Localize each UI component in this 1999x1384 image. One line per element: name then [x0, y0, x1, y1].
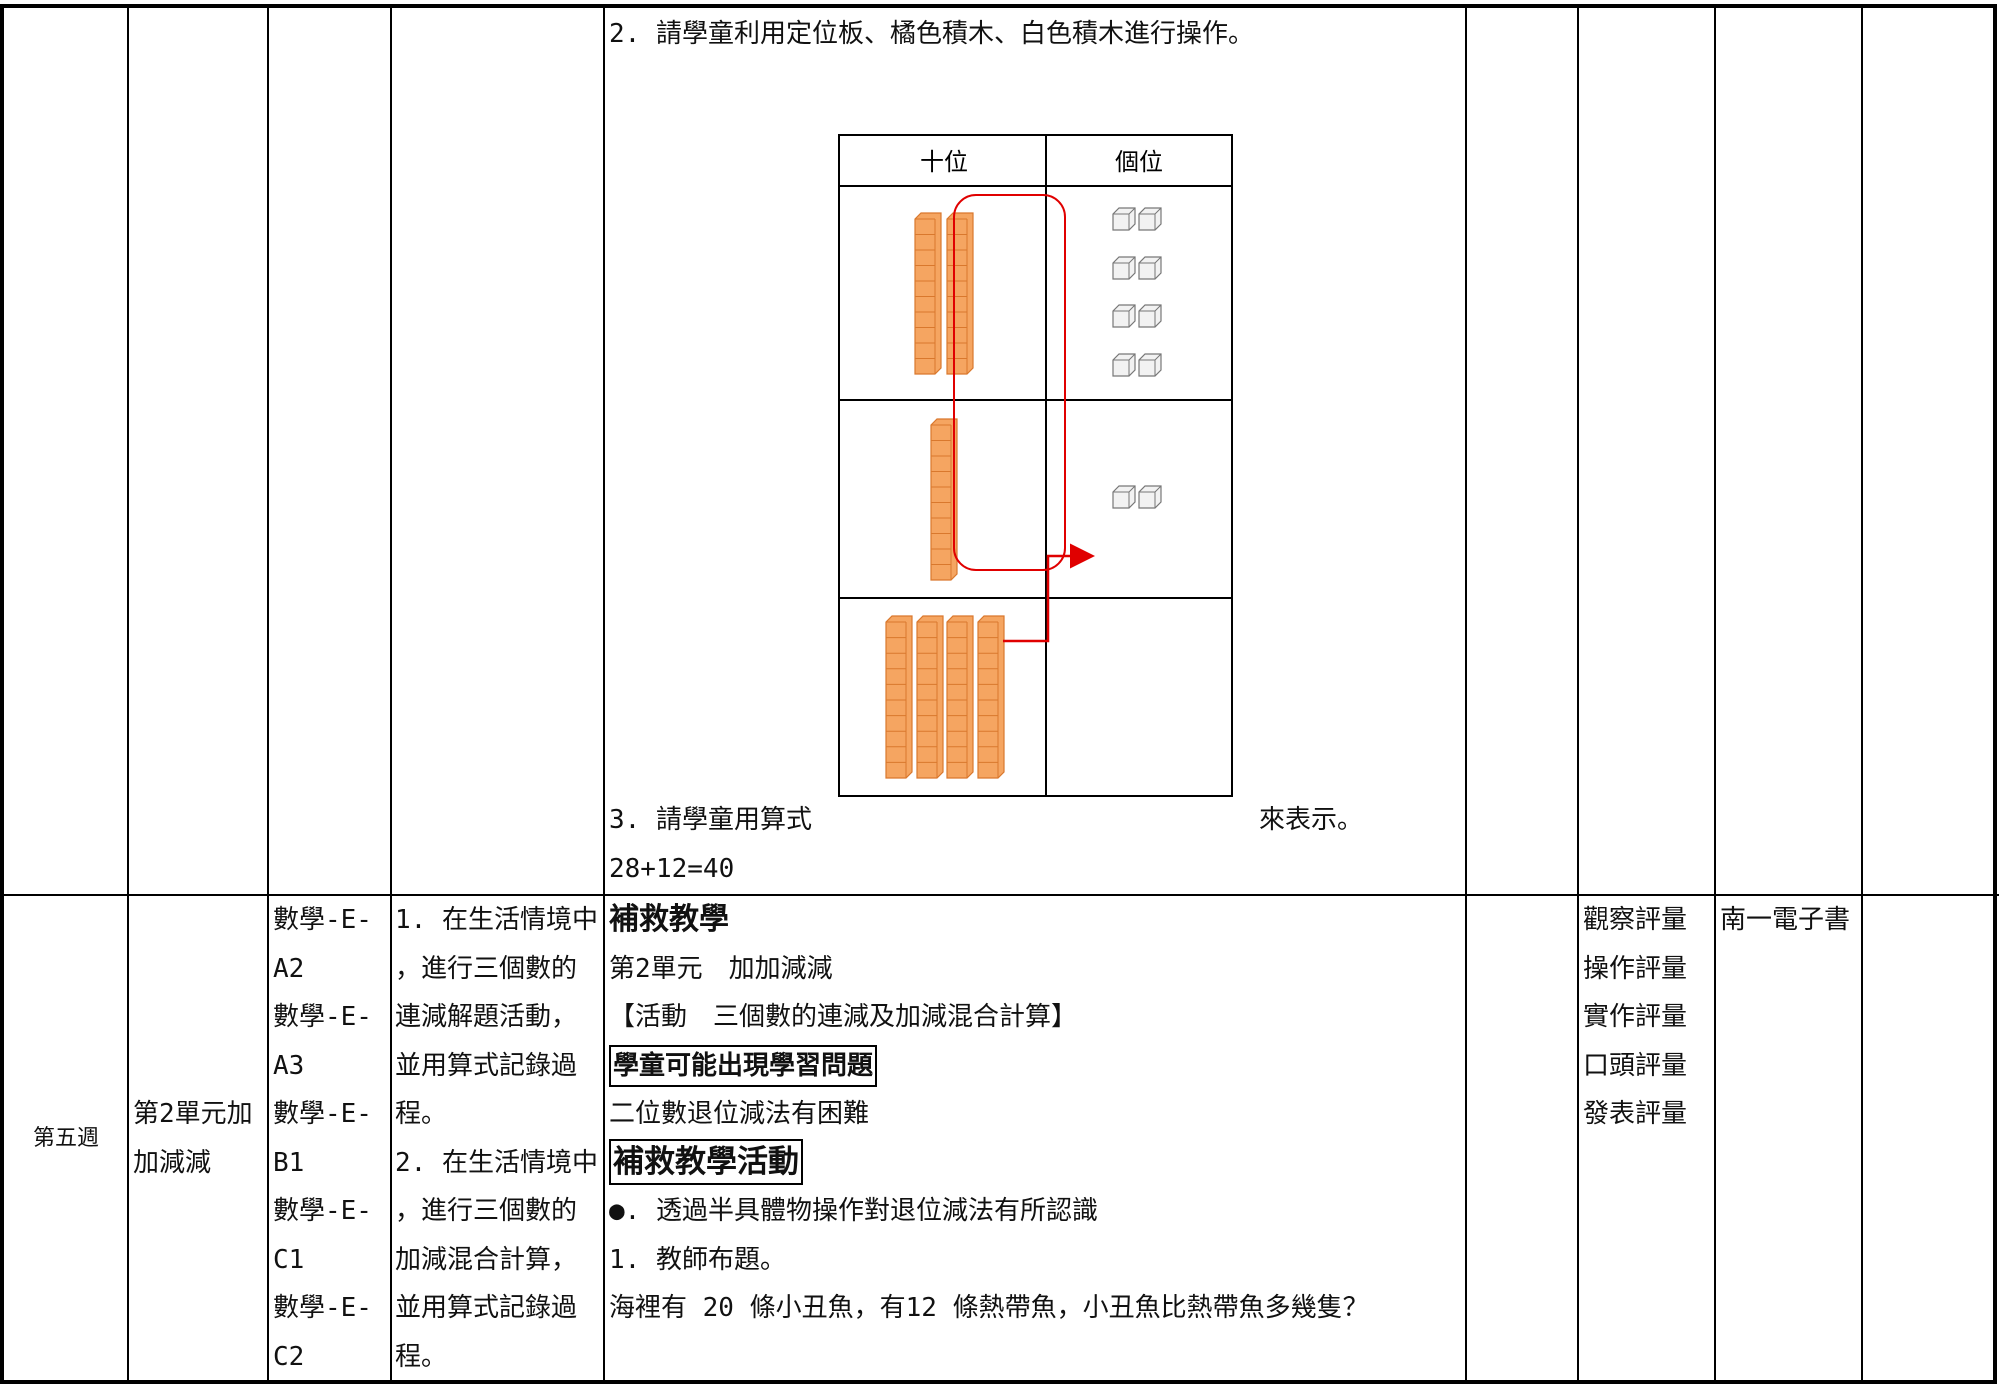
indicator-line: 數學-E-	[273, 1196, 372, 1226]
board-header: 個位	[1115, 148, 1163, 176]
heading: 補救教學	[609, 902, 729, 937]
question: 海裡有 20 條小丑魚，有12 條熱帶魚，小丑魚比熱帶魚多幾隻？	[609, 1293, 1369, 1323]
problem-heading: 學童可能出現學習問題	[609, 1044, 878, 1087]
assessment: 操作評量	[1583, 953, 1688, 984]
unit-title: 第2單元 加加減減	[609, 953, 833, 984]
assessment: 實作評量	[1583, 1002, 1688, 1032]
indicator-line: C2	[273, 1341, 305, 1372]
assessment-cell: 觀察評量操作評量實作評量口頭評量發表評量	[1583, 896, 1687, 1139]
ten-rod	[946, 615, 974, 779]
blocks	[885, 207, 1162, 779]
answer: 28+12=40	[609, 854, 735, 884]
ten-rod	[916, 615, 944, 779]
week: 第五週	[32, 1126, 99, 1152]
board-header: 十位	[920, 148, 968, 176]
step: 1. 教師布題。	[609, 1244, 786, 1275]
objective-line: 1. 在生活情境中	[395, 905, 598, 935]
ten-rod	[946, 212, 974, 375]
regroup-loop	[953, 194, 1066, 571]
objective-line: 程。	[395, 1341, 448, 1372]
unit-line: 加減減	[133, 1147, 212, 1178]
approach: ●. 透過半具體物操作對退位減法有所認識	[609, 1196, 1098, 1226]
indicator-line: 數學-E-	[273, 905, 372, 935]
objective-line: 2. 在生活情境中	[395, 1147, 598, 1178]
ten-rod	[885, 615, 913, 779]
formula-prompt: 3. 請學童用算式	[609, 805, 812, 835]
objective-line: 並用算式記錄過	[395, 1293, 578, 1323]
assessment: 觀察評量	[1583, 905, 1688, 935]
assessment: 發表評量	[1583, 1099, 1688, 1129]
resources: 南一電子書	[1720, 905, 1851, 935]
objective-line: 連減解題活動，	[395, 1002, 578, 1032]
board-frame	[838, 134, 1233, 797]
instruction: 2. 請學童利用定位板、橘色積木、白色積木進行操作。	[609, 19, 1254, 49]
activity-cell: 補救教學 第2單元 加加減減 【活動 三個數的連減及加減混合計算】 學童可能出現…	[609, 896, 1369, 1333]
formula-suffix: 來表示。	[1259, 805, 1364, 835]
table-border	[0, 4, 1997, 1384]
objective-cell: 1. 在生活情境中 ，進行三個數的 連減解題活動， 並用算式記錄過 程。 2. 在生活情境…	[395, 896, 598, 1381]
remedial-heading: 補救教學活動	[609, 1138, 803, 1185]
ten-rod	[914, 212, 942, 375]
activity-name: 【活動 三個數的連減及加減混合計算】	[609, 1002, 1078, 1032]
regroup-arrow	[1003, 543, 1095, 643]
indicator-cell: 數學-E- A2 數學-E- A3 數學-E- B1 數學-E- C1 數學-E- C2	[273, 896, 372, 1381]
unit-cell: 第2單元加加減減	[133, 1090, 253, 1187]
objective-line: ，進行三個數的	[395, 1196, 578, 1226]
objective-line: 並用算式記錄過	[395, 1050, 578, 1081]
objective-line: 加減混合計算，	[395, 1244, 578, 1275]
problem: 二位數退位減法有困難	[609, 1099, 870, 1129]
indicator-line: B1	[273, 1147, 305, 1178]
unit-line: 第2單元加	[133, 1099, 253, 1129]
indicator-line: C1	[273, 1244, 305, 1275]
indicator-line: A2	[273, 953, 305, 984]
assessment: 口頭評量	[1583, 1050, 1688, 1081]
indicator-line: 數學-E-	[273, 1002, 372, 1032]
indicator-line: 數學-E-	[273, 1099, 372, 1129]
ten-rod	[977, 615, 1005, 779]
indicator-line: 數學-E-	[273, 1293, 372, 1323]
objective-line: ，進行三個數的	[395, 953, 578, 984]
indicator-line: A3	[273, 1050, 305, 1081]
place-value-board	[838, 134, 1233, 797]
objective-line: 程。	[395, 1099, 448, 1129]
